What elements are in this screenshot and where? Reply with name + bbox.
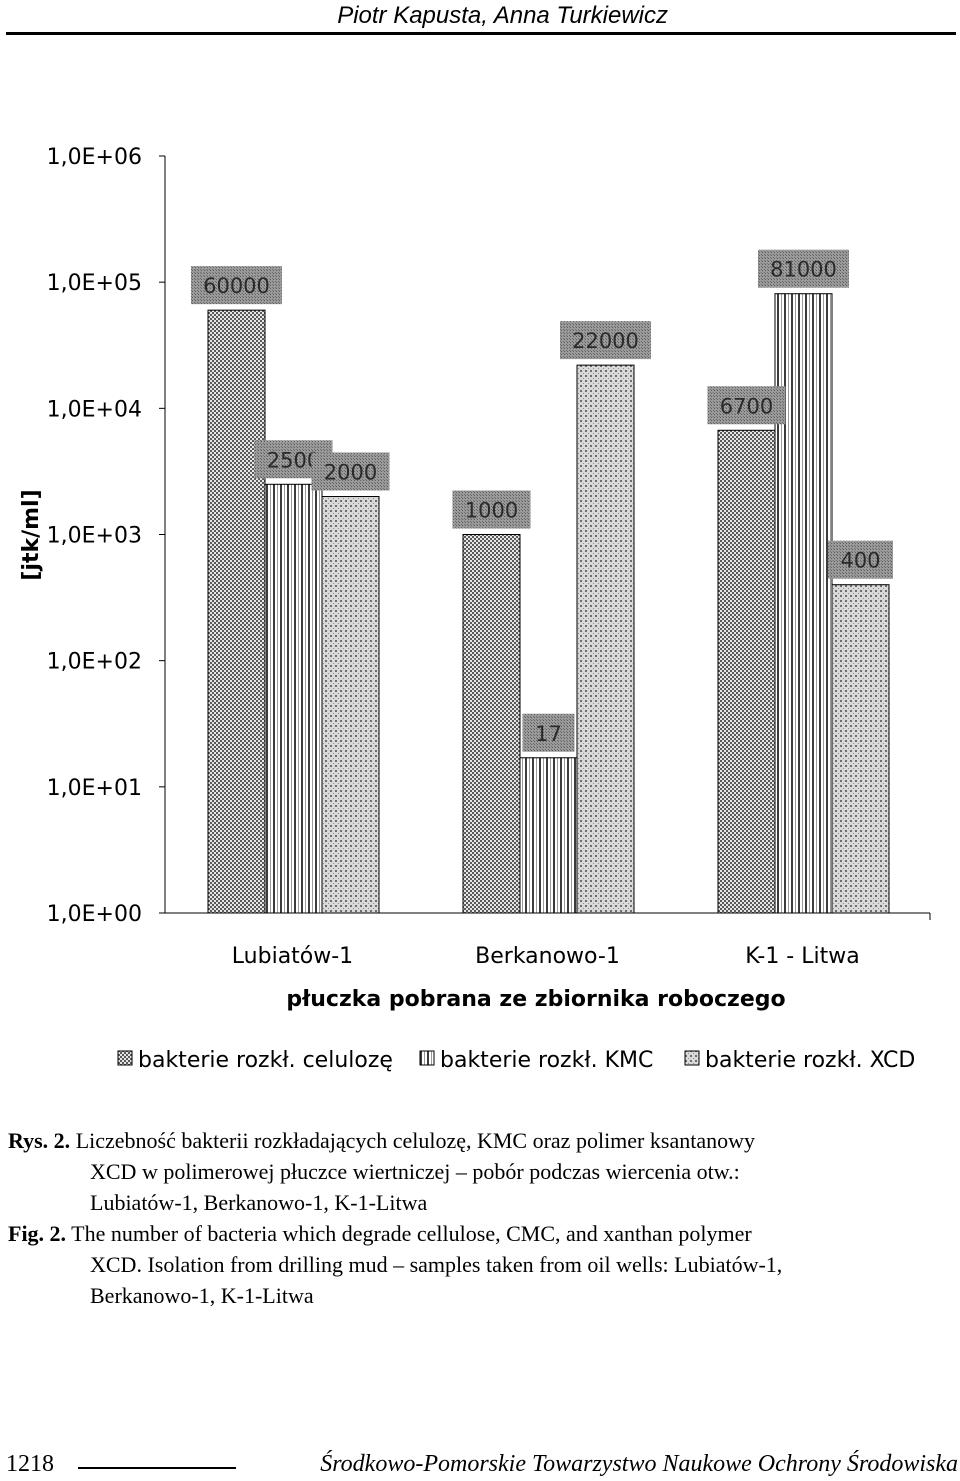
legend-label-xcd: bakterie rozkł. XCD xyxy=(705,1048,915,1073)
caption-en-line2: XCD. Isolation from drilling mud – sampl… xyxy=(90,1252,783,1277)
x-axis-title: płuczka pobrana ze zbiornika roboczego xyxy=(286,987,785,1012)
caption-pl-line1: Liczebność bakterii rozkładających celul… xyxy=(75,1128,755,1153)
bar-1-2 xyxy=(576,364,635,914)
data-label-1-1: 17 xyxy=(535,722,562,746)
y-tick-label-3: 1,0E+03 xyxy=(47,524,142,549)
bar-2-0 xyxy=(717,429,776,914)
legend-item-xcd: bakterie rozkł. XCD xyxy=(684,1048,915,1073)
category-label-1: Berkanowo-1 xyxy=(475,944,620,969)
data-label-2-0: 6700 xyxy=(720,394,773,418)
legend-item-celuloza: bakterie rozkł. celulozę xyxy=(117,1048,393,1073)
data-label-0-2: 2000 xyxy=(324,461,377,485)
legend-item-kmc: bakterie rozkł. KMC xyxy=(419,1048,653,1073)
data-label-box-2-0 xyxy=(707,386,786,425)
running-header-authors: Piotr Kapusta, Anna Turkiewicz xyxy=(337,2,668,29)
legend-swatch-kmc xyxy=(419,1050,435,1066)
data-label-2-2: 400 xyxy=(840,549,880,573)
data-label-0-0: 60000 xyxy=(203,274,270,298)
bar-0-0 xyxy=(207,309,266,914)
legend: bakterie rozkł. celulozę bakterie rozkł.… xyxy=(117,1048,915,1073)
bar-0-2 xyxy=(321,496,380,914)
bar-1-0 xyxy=(462,534,521,914)
footer-society: Środkowo-Pomorskie Towarzystwo Naukowe O… xyxy=(320,1451,958,1477)
legend-label-celuloza: bakterie rozkł. celulozę xyxy=(138,1048,393,1073)
header-rule xyxy=(6,32,956,35)
data-label-box-2-2 xyxy=(828,540,893,579)
y-tick-label-1: 1,0E+01 xyxy=(47,776,142,801)
data-label-box-0-2 xyxy=(311,452,390,491)
data-label-2-1: 81000 xyxy=(770,258,837,282)
caption-en-label: Fig. 2. xyxy=(8,1221,67,1246)
data-label-0-1: 2500 xyxy=(267,448,320,472)
data-label-box-1-2 xyxy=(560,321,651,360)
page-number: 1218 xyxy=(6,1451,54,1477)
caption-pl-label: Rys. 2. xyxy=(8,1128,71,1153)
legend-swatch-xcd xyxy=(684,1050,700,1066)
caption-polish: Rys. 2. Liczebność bakterii rozkładający… xyxy=(8,1125,943,1218)
y-axis: 1,0E+00 1,0E+01 1,0E+02 1,0E+03 1,0E+04 1,0E+… xyxy=(47,145,931,927)
bar-chart: [jtk/ml] 1,0E+001,0E+011,0E+021,0E+031,0… xyxy=(19,145,931,1073)
bar-2-2 xyxy=(831,584,890,914)
y-tick-label-5: 1,0E+05 xyxy=(47,271,142,296)
data-label-1-0: 1000 xyxy=(465,499,518,523)
caption-en-line1: The number of bacteria which degrade cel… xyxy=(71,1221,752,1246)
bar-0-1 xyxy=(264,483,323,914)
page-footer: 1218 Środkowo-Pomorskie Towarzystwo Nauk… xyxy=(6,1451,958,1481)
y-tick-label-4: 1,0E+04 xyxy=(47,397,142,422)
y-tick-label-2: 1,0E+02 xyxy=(47,650,142,675)
y-axis-title: [jtk/ml] xyxy=(19,489,44,580)
y-tick-label-0: 1,0E+00 xyxy=(47,902,142,927)
footer-rule xyxy=(78,1467,236,1469)
x-axis-categories: Lubiatów-1 Berkanowo-1 K-1 - Litwa xyxy=(232,944,860,969)
data-label-box-0-0 xyxy=(191,266,282,305)
legend-label-kmc: bakterie rozkł. KMC xyxy=(440,1048,653,1073)
bars xyxy=(207,293,890,914)
caption-english: Fig. 2. The number of bacteria which deg… xyxy=(8,1218,943,1311)
data-label-box-1-1 xyxy=(522,713,575,752)
caption-en-line3: Berkanowo-1, K-1-Litwa xyxy=(90,1283,314,1308)
data-label-1-2: 22000 xyxy=(572,329,639,353)
caption-pl-line3: Lubiatów-1, Berkanowo-1, K-1-Litwa xyxy=(90,1190,428,1215)
legend-swatch-celuloza xyxy=(117,1050,133,1066)
bar-1-1 xyxy=(519,757,578,914)
category-label-2: K-1 - Litwa xyxy=(745,944,859,969)
caption-pl-line2: XCD w polimerowej płuczce wiertniczej – … xyxy=(90,1159,740,1184)
y-tick-label-6: 1,0E+06 xyxy=(47,145,142,170)
category-label-0: Lubiatów-1 xyxy=(232,944,353,969)
data-label-box-2-1 xyxy=(758,249,849,288)
data-label-box-1-0 xyxy=(452,490,531,529)
